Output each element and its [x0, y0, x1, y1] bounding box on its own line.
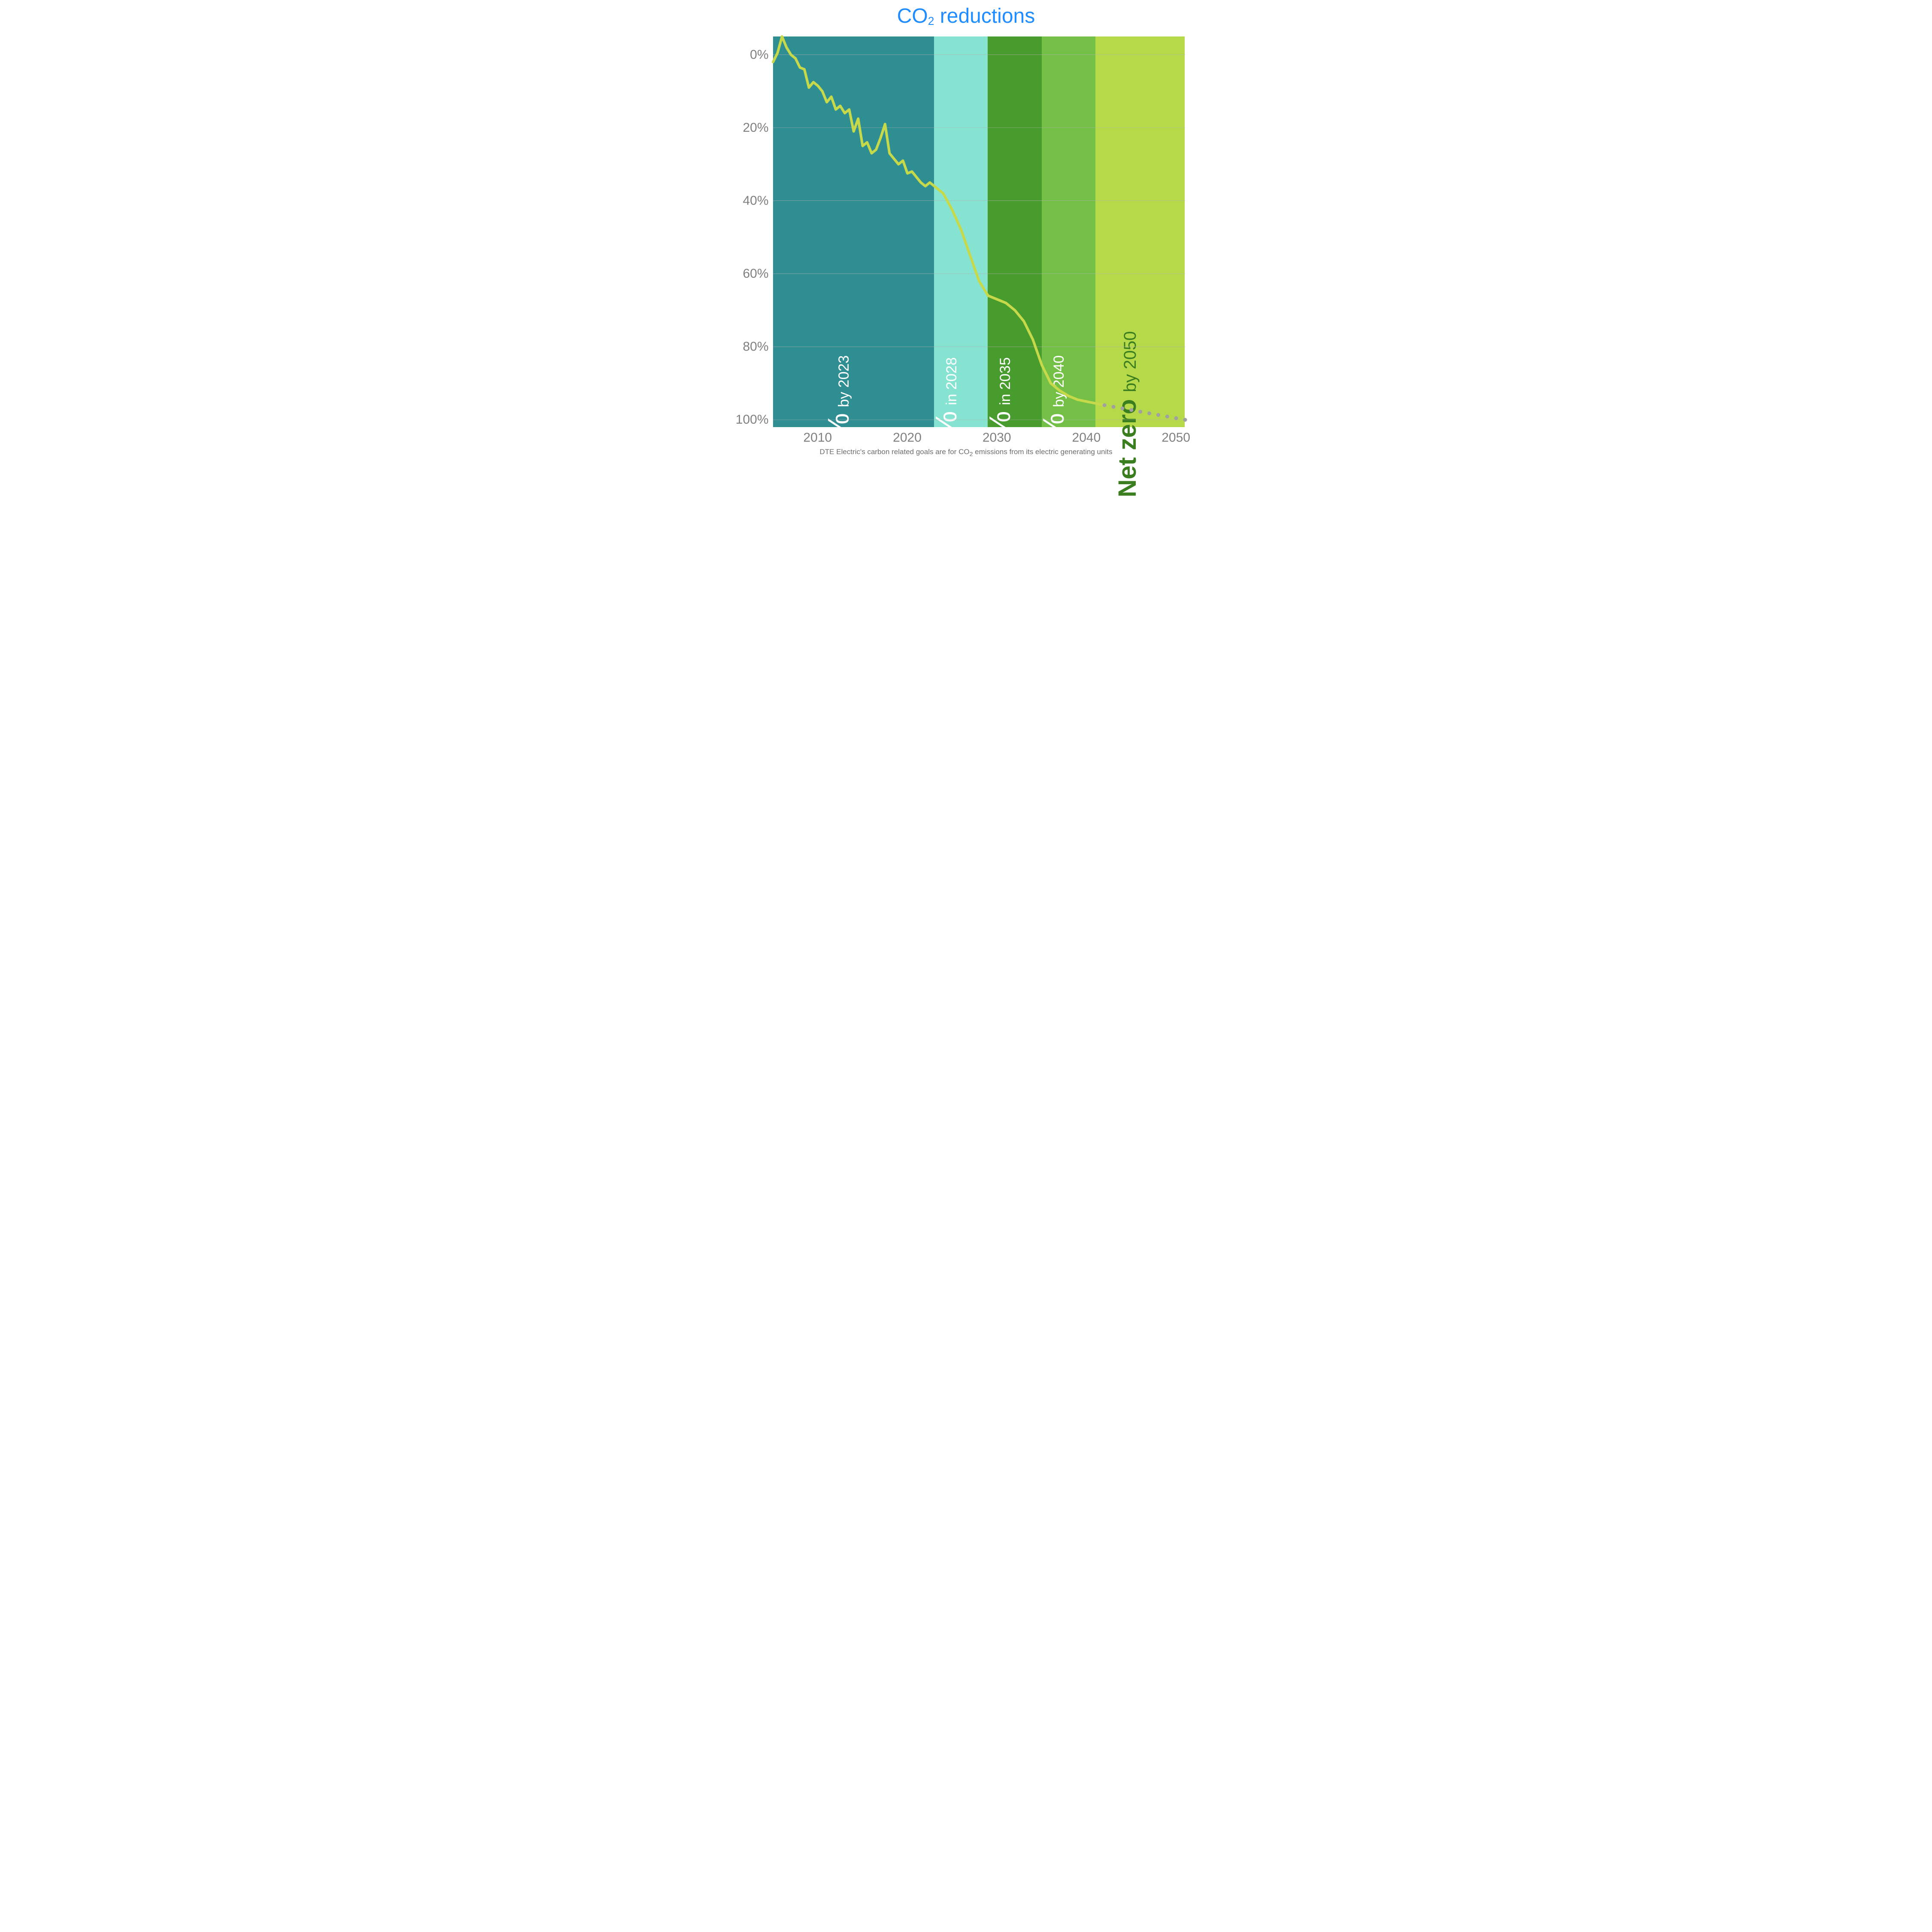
x-tick-label: 2030	[983, 431, 1011, 445]
chart-plot: 32%by 202365%in 202885%in 203590%by 2040…	[773, 36, 1185, 427]
chart-title: CO2 reductions	[734, 4, 1198, 28]
chart-dotted	[773, 36, 1185, 427]
y-tick-label: 60%	[743, 267, 768, 281]
y-tick-label: 100%	[736, 412, 769, 427]
x-tick-label: 2010	[803, 431, 832, 445]
x-tick-label: 2040	[1072, 431, 1101, 445]
y-tick-label: 20%	[743, 121, 768, 135]
y-tick-label: 40%	[743, 194, 768, 208]
y-tick-label: 0%	[750, 48, 768, 62]
y-tick-label: 80%	[743, 340, 768, 354]
chart-footnote: DTE Electric's carbon related goals are …	[734, 448, 1198, 458]
x-tick-label: 2050	[1162, 431, 1190, 445]
chart-wrap: CO2 reductions 32%by 202365%in 202885%in…	[734, 0, 1198, 464]
x-tick-label: 2020	[893, 431, 922, 445]
